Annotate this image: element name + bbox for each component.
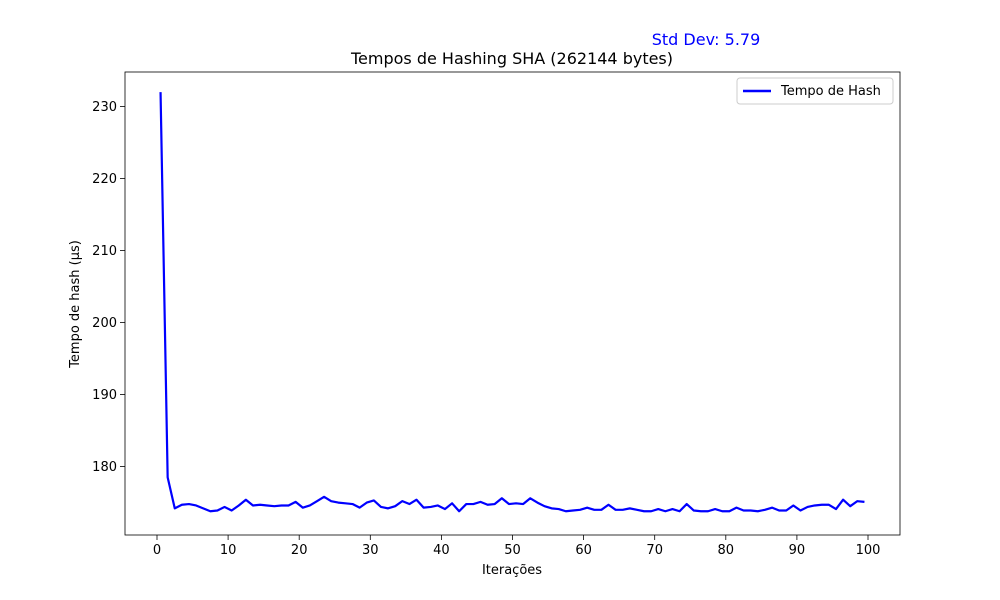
legend: Tempo de Hash [736,77,894,105]
chart-title: Tempos de Hashing SHA (262144 bytes) [350,49,673,68]
x-tick-label: 0 [153,543,161,558]
legend-box [736,77,894,105]
x-tick-label: 40 [433,543,450,558]
std-dev-annotation: Std Dev: 5.79 [652,30,761,49]
y-tick-label: 210 [92,244,117,259]
y-tick-label: 180 [92,460,117,475]
x-tick-label: 80 [718,543,735,558]
legend-label: Tempo de Hash [780,84,881,99]
x-tick-label: 30 [362,543,379,558]
plot-frame [124,71,901,536]
y-tick-label: 200 [92,316,117,331]
x-axis-ticks: 0 10 20 30 40 50 60 70 80 90 100 [153,535,881,558]
y-axis-label: Tempo de hash (µs) [68,240,83,369]
series-line-tempo-de-hash [159,92,865,513]
x-tick-label: 100 [856,543,881,558]
x-tick-label: 90 [789,543,806,558]
series-layer [159,92,865,513]
x-axis-label: Iterações [482,563,542,578]
x-tick-label: 10 [220,543,237,558]
x-tick-label: 50 [504,543,521,558]
y-tick-label: 190 [92,388,117,403]
y-axis-ticks: 180 190 200 210 220 230 [92,100,125,475]
plot-area [125,72,900,535]
x-tick-label: 60 [575,543,592,558]
x-tick-label: 70 [646,543,663,558]
plot-background [125,72,900,535]
y-tick-label: 230 [92,100,117,115]
y-tick-label: 220 [92,172,117,187]
x-tick-label: 20 [291,543,308,558]
